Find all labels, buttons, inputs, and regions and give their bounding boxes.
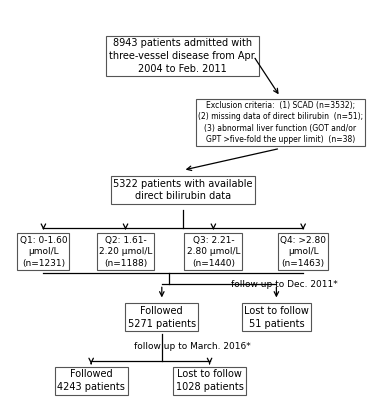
Text: Lost to follow
1028 patients: Lost to follow 1028 patients — [176, 369, 244, 392]
Text: Followed
5271 patients: Followed 5271 patients — [128, 306, 196, 328]
Text: Q2: 1.61-
2.20 μmol/L
(n=1188): Q2: 1.61- 2.20 μmol/L (n=1188) — [99, 236, 152, 268]
Text: 5322 patients with available
direct bilirubin data: 5322 patients with available direct bili… — [113, 179, 253, 202]
Text: Q4: >2.80
μmol/L
(n=1463): Q4: >2.80 μmol/L (n=1463) — [280, 236, 326, 268]
Text: follow up to Dec. 2011*: follow up to Dec. 2011* — [231, 280, 337, 289]
Text: follow up to March. 2016*: follow up to March. 2016* — [134, 342, 251, 352]
Text: Followed
4243 patients: Followed 4243 patients — [57, 369, 125, 392]
Text: Exclusion criteria:  (1) SCAD (n=3532);
(2) missing data of direct bilirubin  (n: Exclusion criteria: (1) SCAD (n=3532); (… — [198, 101, 363, 144]
Text: 8943 patients admitted with
three-vessel disease from Apr.
2004 to Feb. 2011: 8943 patients admitted with three-vessel… — [109, 38, 257, 74]
Text: Lost to follow
51 patients: Lost to follow 51 patients — [244, 306, 309, 328]
Text: Q3: 2.21-
2.80 μmol/L
(n=1440): Q3: 2.21- 2.80 μmol/L (n=1440) — [187, 236, 240, 268]
Text: Q1: 0-1.60
μmol/L
(n=1231): Q1: 0-1.60 μmol/L (n=1231) — [20, 236, 67, 268]
